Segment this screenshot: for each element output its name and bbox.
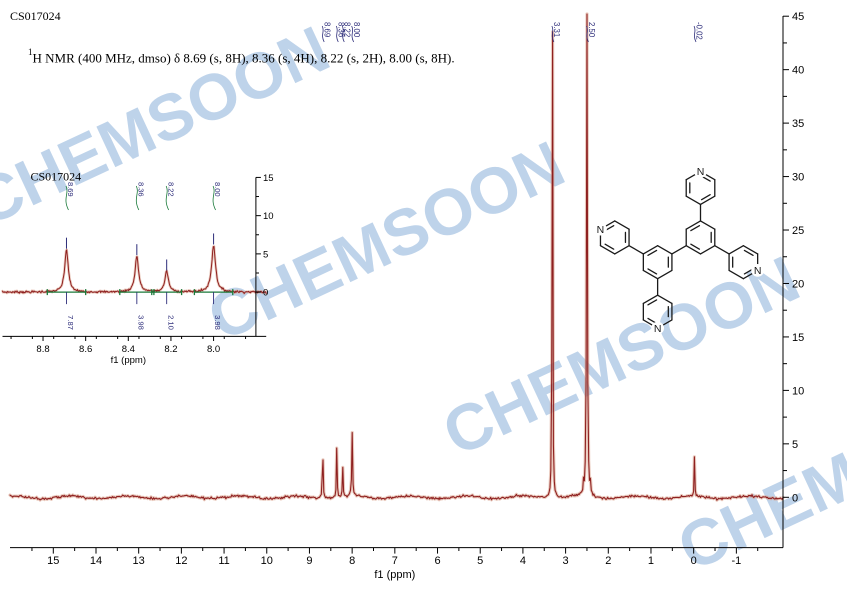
svg-text:3: 3 [563, 555, 569, 567]
svg-text:30: 30 [792, 172, 804, 184]
svg-text:11: 11 [218, 555, 229, 567]
svg-text:5: 5 [792, 439, 798, 451]
svg-text:8.00: 8.00 [352, 22, 361, 38]
svg-text:9: 9 [306, 555, 312, 567]
svg-text:5: 5 [477, 555, 483, 567]
svg-text:13: 13 [133, 555, 145, 567]
svg-text:4: 4 [520, 555, 526, 567]
svg-text:8.69: 8.69 [322, 22, 331, 37]
svg-text:8.22: 8.22 [343, 22, 352, 37]
svg-text:35: 35 [792, 118, 804, 130]
svg-text:-0.02: -0.02 [694, 22, 703, 40]
svg-text:1: 1 [648, 555, 654, 567]
svg-text:7: 7 [392, 555, 398, 567]
svg-text:15: 15 [47, 555, 59, 567]
svg-text:15: 15 [792, 332, 804, 344]
svg-text:3.31: 3.31 [552, 22, 561, 37]
svg-text:2.50: 2.50 [587, 22, 596, 38]
svg-text:40: 40 [792, 65, 804, 77]
svg-text:25: 25 [792, 225, 804, 237]
svg-text:0: 0 [792, 492, 798, 504]
svg-text:14: 14 [90, 555, 102, 567]
svg-text:12: 12 [175, 555, 187, 567]
svg-text:20: 20 [792, 278, 804, 290]
svg-text:10: 10 [792, 385, 804, 397]
svg-text:45: 45 [792, 11, 804, 23]
svg-text:-1: -1 [731, 555, 741, 567]
svg-text:2: 2 [605, 555, 611, 567]
svg-text:10: 10 [261, 555, 273, 567]
svg-text:6: 6 [434, 555, 440, 567]
svg-text:0: 0 [691, 555, 697, 567]
svg-text:f1 (ppm): f1 (ppm) [374, 569, 415, 581]
svg-text:8: 8 [349, 555, 355, 567]
